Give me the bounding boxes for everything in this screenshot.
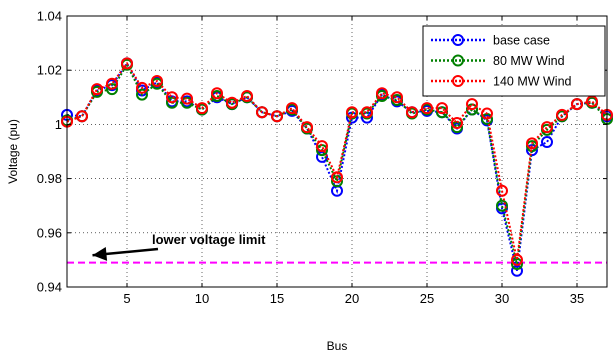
data-point [526, 137, 538, 150]
series-line [66, 61, 608, 261]
data-point [421, 102, 433, 115]
data-point [76, 110, 88, 123]
data-point [136, 81, 148, 94]
data-point [466, 98, 478, 111]
x-axis-label: Bus [327, 339, 348, 353]
x-tick-label: 15 [270, 291, 284, 306]
x-tick-label: 25 [420, 291, 434, 306]
y-tick-label: 0.94 [37, 280, 62, 295]
data-point [571, 98, 583, 111]
ticks: 5 10 15 20 25 30 35 0.94 0.96 0.98 1 1.02 1.04 [37, 9, 607, 306]
data-point [496, 184, 508, 197]
data-point [556, 108, 568, 121]
data-point [151, 75, 163, 88]
legend-marker [452, 34, 464, 46]
data-point [541, 136, 553, 149]
data-point [121, 57, 133, 70]
data-point [91, 83, 103, 96]
x-tick-label: 5 [123, 291, 130, 306]
data-point [541, 121, 553, 134]
annotation-arrow-head [92, 246, 108, 261]
data-point [376, 87, 388, 100]
data-point [481, 107, 493, 120]
data-point [406, 106, 418, 119]
data-point [346, 106, 358, 119]
legend-marker [452, 54, 464, 67]
series-layer [61, 57, 613, 277]
y-tick-label: 1.04 [37, 9, 62, 24]
y-tick-label: 0.98 [37, 171, 62, 186]
series-2 [61, 57, 613, 266]
data-point [301, 121, 313, 134]
y-axis-label: Voltage (pu) [6, 119, 20, 184]
legend-label: base case [493, 34, 550, 48]
annotation-text: lower voltage limit [152, 232, 266, 247]
x-tick-label: 20 [345, 291, 359, 306]
legend-marker [452, 75, 464, 87]
data-point [181, 92, 193, 105]
data-point [271, 110, 283, 123]
data-point [226, 96, 238, 109]
data-point [331, 171, 343, 184]
data-point [256, 106, 268, 119]
x-tick-label: 30 [495, 291, 509, 306]
data-point [511, 253, 523, 266]
data-point [136, 88, 148, 101]
legend-label: 140 MW Wind [493, 75, 572, 89]
data-point [166, 91, 178, 104]
annotation-layer: lower voltage limit [92, 232, 266, 261]
data-point [436, 102, 448, 115]
data-point [316, 140, 328, 153]
data-point [106, 83, 118, 96]
data-point [166, 96, 178, 109]
data-point [196, 102, 208, 115]
data-point [211, 87, 223, 100]
legend: base case 80 MW Wind 140 MW Wind [422, 25, 606, 97]
data-point [286, 102, 298, 115]
x-tick-label: 10 [195, 291, 209, 306]
data-point [241, 89, 253, 102]
x-tick-label: 35 [570, 291, 584, 306]
y-tick-label: 1 [55, 117, 62, 132]
data-point [361, 106, 373, 119]
y-tick-label: 0.96 [37, 225, 62, 240]
axes-box [66, 15, 608, 288]
data-point [451, 117, 463, 130]
data-point [496, 199, 508, 212]
legend-label: 80 MW Wind [493, 54, 565, 68]
series-line [66, 61, 608, 271]
data-point [526, 144, 538, 157]
data-point [391, 91, 403, 104]
data-point [106, 77, 118, 90]
y-tick-label: 1.02 [37, 63, 62, 78]
